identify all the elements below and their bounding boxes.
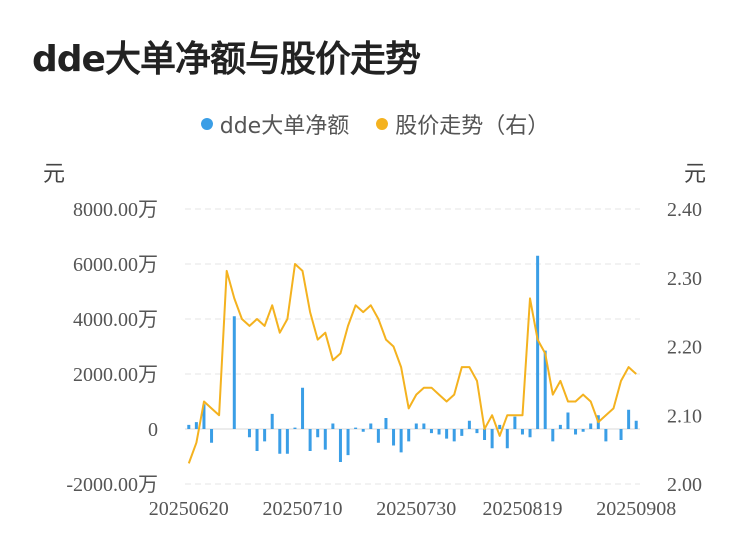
x-axis-tick: 20250730 <box>376 498 456 520</box>
dde-bar <box>399 429 403 453</box>
dde-bar <box>202 404 206 429</box>
dde-bar <box>589 423 593 429</box>
left-axis-tick: -2000.00万 <box>66 474 158 496</box>
dde-bar <box>187 424 191 429</box>
dde-bar <box>445 429 449 439</box>
legend-item-dde[interactable]: dde大单净额 <box>200 108 350 140</box>
legend-label-dde: dde大单净额 <box>219 114 350 139</box>
dde-bar <box>263 429 267 442</box>
dde-bar <box>566 412 570 429</box>
dde-bar <box>505 429 509 449</box>
right-axis-tick: 2.10 <box>667 405 702 427</box>
dde-bar <box>536 255 540 429</box>
dde-bar <box>490 429 494 449</box>
dde-bar <box>293 427 297 429</box>
dde-bar <box>338 429 342 462</box>
dde-bar <box>574 429 578 435</box>
legend-item-price[interactable]: 股价走势（右） <box>376 108 549 140</box>
dde-bar <box>210 429 214 443</box>
dde-bar <box>422 423 426 429</box>
left-axis-tick: 2000.00万 <box>73 364 158 386</box>
dde-bar <box>634 420 638 429</box>
dde-bar <box>513 416 517 429</box>
dde-bar <box>619 429 623 440</box>
legend-marker-dde <box>200 118 213 130</box>
dde-bar <box>316 429 320 438</box>
left-axis-tick: 6000.00万 <box>73 254 158 276</box>
dde-bar <box>346 429 350 456</box>
dde-bar <box>551 429 555 442</box>
dde-bar <box>407 429 411 442</box>
right-axis-tick: 2.30 <box>667 268 702 290</box>
dde-bar <box>604 429 608 442</box>
dde-bar <box>232 316 236 429</box>
dde-bar <box>270 413 274 429</box>
dde-bar <box>255 429 259 451</box>
dde-bar <box>392 429 396 446</box>
left-axis-tick: 8000.00万 <box>73 199 158 221</box>
right-axis-tick: 2.00 <box>667 474 702 496</box>
dde-bar <box>354 427 358 429</box>
left-axis-unit: 元 <box>43 162 66 187</box>
dde-bar <box>361 429 365 432</box>
chart-title: dde大单净额与股价走势 <box>32 39 421 80</box>
dde-bar <box>437 429 441 435</box>
x-axis-tick: 20250710 <box>263 498 343 520</box>
dde-bar <box>429 429 433 434</box>
left-axis-tick: 4000.00万 <box>73 309 158 331</box>
legend: dde大单净额 股价走势（右） <box>0 108 750 140</box>
price-line <box>187 263 637 464</box>
right-axis-unit: 元 <box>684 162 707 187</box>
dde-bar <box>467 420 471 429</box>
dde-bar <box>558 424 562 429</box>
dde-bar <box>460 429 464 436</box>
x-axis-tick: 20250908 <box>596 498 676 520</box>
left-axis-tick: 0 <box>148 419 158 441</box>
dde-bar <box>194 422 198 429</box>
legend-marker-price <box>376 118 389 130</box>
dde-bar <box>483 429 487 440</box>
dde-bar <box>369 423 373 429</box>
dde-bar <box>247 429 251 438</box>
dde-bar <box>498 424 502 429</box>
x-axis-tick: 20250819 <box>482 498 562 520</box>
x-axis-tick: 20250620 <box>149 498 229 520</box>
dde-bar <box>520 429 524 435</box>
legend-label-price: 股价走势（右） <box>395 114 550 139</box>
dde-bar <box>627 409 631 429</box>
dde-bar <box>331 423 335 429</box>
right-axis-tick: 2.20 <box>667 337 702 359</box>
dde-bar <box>528 429 532 438</box>
dde-bar <box>278 429 282 454</box>
dde-bar <box>308 429 312 451</box>
dde-bar <box>323 429 327 450</box>
dde-bar <box>452 429 456 442</box>
dde-bar <box>285 429 289 454</box>
dde-bar <box>543 350 547 429</box>
dde-bar <box>414 423 418 429</box>
dde-bar <box>376 429 380 443</box>
dde-bar <box>384 418 388 429</box>
dde-bar <box>475 429 479 434</box>
right-axis-tick: 2.40 <box>667 199 702 221</box>
dde-bar <box>581 429 585 432</box>
dde-bar <box>301 387 305 429</box>
